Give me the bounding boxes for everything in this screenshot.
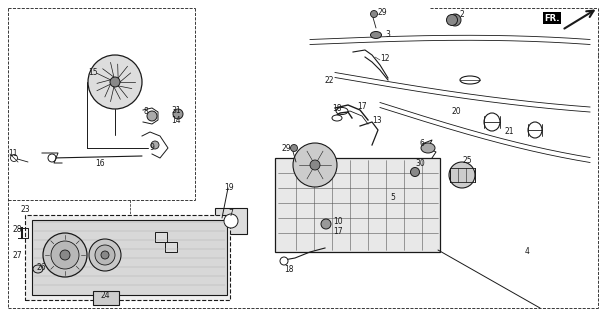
Ellipse shape [336, 108, 348, 115]
Text: 17: 17 [357, 101, 367, 110]
Circle shape [48, 154, 56, 162]
Text: 3: 3 [385, 29, 390, 38]
Text: FR.: FR. [545, 13, 560, 22]
Circle shape [147, 111, 157, 121]
Ellipse shape [33, 265, 43, 273]
Text: 8: 8 [143, 107, 148, 116]
Circle shape [89, 239, 121, 271]
Text: 6: 6 [420, 139, 425, 148]
Text: 26: 26 [36, 262, 45, 271]
Bar [155, 232, 167, 242]
Text: 7: 7 [228, 209, 233, 218]
Ellipse shape [460, 76, 480, 84]
Circle shape [447, 14, 458, 26]
Text: 16: 16 [95, 158, 105, 167]
Text: 21: 21 [505, 126, 514, 135]
Text: 29: 29 [378, 7, 388, 17]
Text: 12: 12 [380, 53, 390, 62]
Circle shape [370, 11, 378, 18]
Text: 20: 20 [452, 107, 462, 116]
Circle shape [173, 109, 183, 119]
Circle shape [88, 55, 142, 109]
Text: 18: 18 [284, 266, 293, 275]
Text: 22: 22 [325, 76, 335, 84]
Text: 5: 5 [390, 193, 395, 202]
Circle shape [224, 214, 238, 228]
Ellipse shape [421, 143, 435, 153]
Circle shape [95, 245, 115, 265]
Text: 13: 13 [372, 116, 382, 124]
Bar [215, 208, 247, 234]
Bar [32, 220, 227, 295]
Circle shape [321, 219, 331, 229]
Ellipse shape [332, 115, 342, 121]
Circle shape [449, 162, 475, 188]
Bar [165, 242, 177, 252]
Text: 10: 10 [333, 217, 342, 226]
Text: 11: 11 [8, 148, 18, 157]
Text: 30: 30 [415, 158, 425, 167]
Circle shape [110, 77, 120, 87]
Circle shape [449, 14, 461, 26]
Bar [275, 158, 440, 252]
Ellipse shape [484, 113, 500, 131]
Text: 25: 25 [463, 156, 473, 164]
Text: 15: 15 [88, 68, 98, 76]
Text: 4: 4 [525, 247, 530, 257]
Bar [25, 215, 230, 300]
Circle shape [293, 143, 337, 187]
Text: 19: 19 [224, 182, 234, 191]
Text: 2: 2 [460, 10, 465, 19]
Text: 18: 18 [332, 103, 342, 113]
Ellipse shape [370, 31, 382, 38]
Circle shape [280, 257, 288, 265]
Text: 27: 27 [12, 252, 22, 260]
Text: 14: 14 [171, 116, 181, 124]
Text: 28: 28 [12, 226, 21, 235]
Circle shape [60, 250, 70, 260]
Circle shape [43, 233, 87, 277]
Circle shape [410, 167, 419, 177]
Text: 17: 17 [333, 227, 342, 236]
Circle shape [10, 155, 18, 162]
Circle shape [310, 160, 320, 170]
Text: 31: 31 [171, 106, 181, 115]
Circle shape [101, 251, 109, 259]
Text: 9: 9 [149, 142, 154, 151]
Text: 24: 24 [100, 292, 110, 300]
Ellipse shape [528, 122, 542, 138]
Bar [93, 291, 119, 305]
Text: 23: 23 [20, 205, 30, 214]
Circle shape [290, 145, 298, 151]
Circle shape [51, 241, 79, 269]
Circle shape [151, 141, 159, 149]
Text: 29: 29 [282, 143, 291, 153]
